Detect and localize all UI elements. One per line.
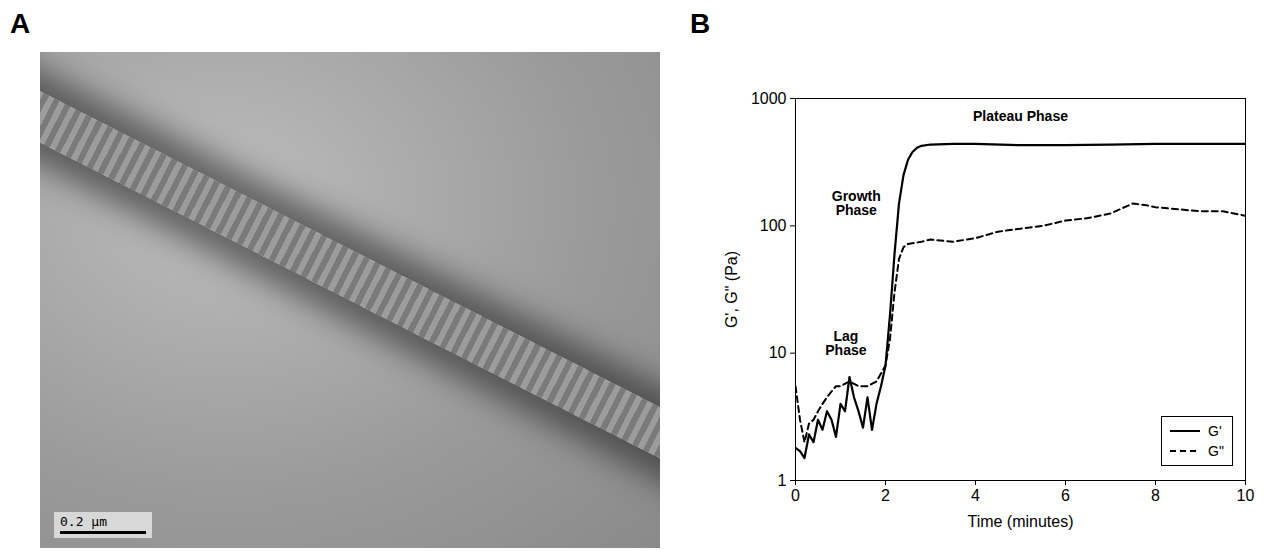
html-text:A: A — [10, 8, 31, 39]
svg-text:1: 1 — [778, 472, 787, 489]
svg-text:G', G" (Pa): G', G" (Pa) — [723, 251, 740, 328]
svg-text:1000: 1000 — [751, 90, 787, 107]
svg-text:10: 10 — [1237, 487, 1255, 504]
svg-text:10: 10 — [769, 344, 787, 361]
svg-text:6: 6 — [1061, 487, 1070, 504]
html-text:0.2 μm: 0.2 μm — [60, 514, 107, 529]
svg-text:LagPhase: LagPhase — [825, 328, 866, 358]
html-text:B: B — [690, 8, 711, 39]
svg-text:4: 4 — [971, 487, 980, 504]
svg-text:Time (minutes): Time (minutes) — [967, 513, 1073, 530]
html-text:G': G' — [1208, 423, 1222, 439]
svg-text:GrowthPhase: GrowthPhase — [832, 188, 881, 218]
html-text:G": G" — [1208, 443, 1224, 459]
svg-text:100: 100 — [760, 217, 787, 234]
svg-text:Plateau Phase: Plateau Phase — [973, 108, 1068, 124]
svg-text:8: 8 — [1151, 487, 1160, 504]
svg-text:0: 0 — [791, 487, 800, 504]
svg-text:2: 2 — [881, 487, 890, 504]
